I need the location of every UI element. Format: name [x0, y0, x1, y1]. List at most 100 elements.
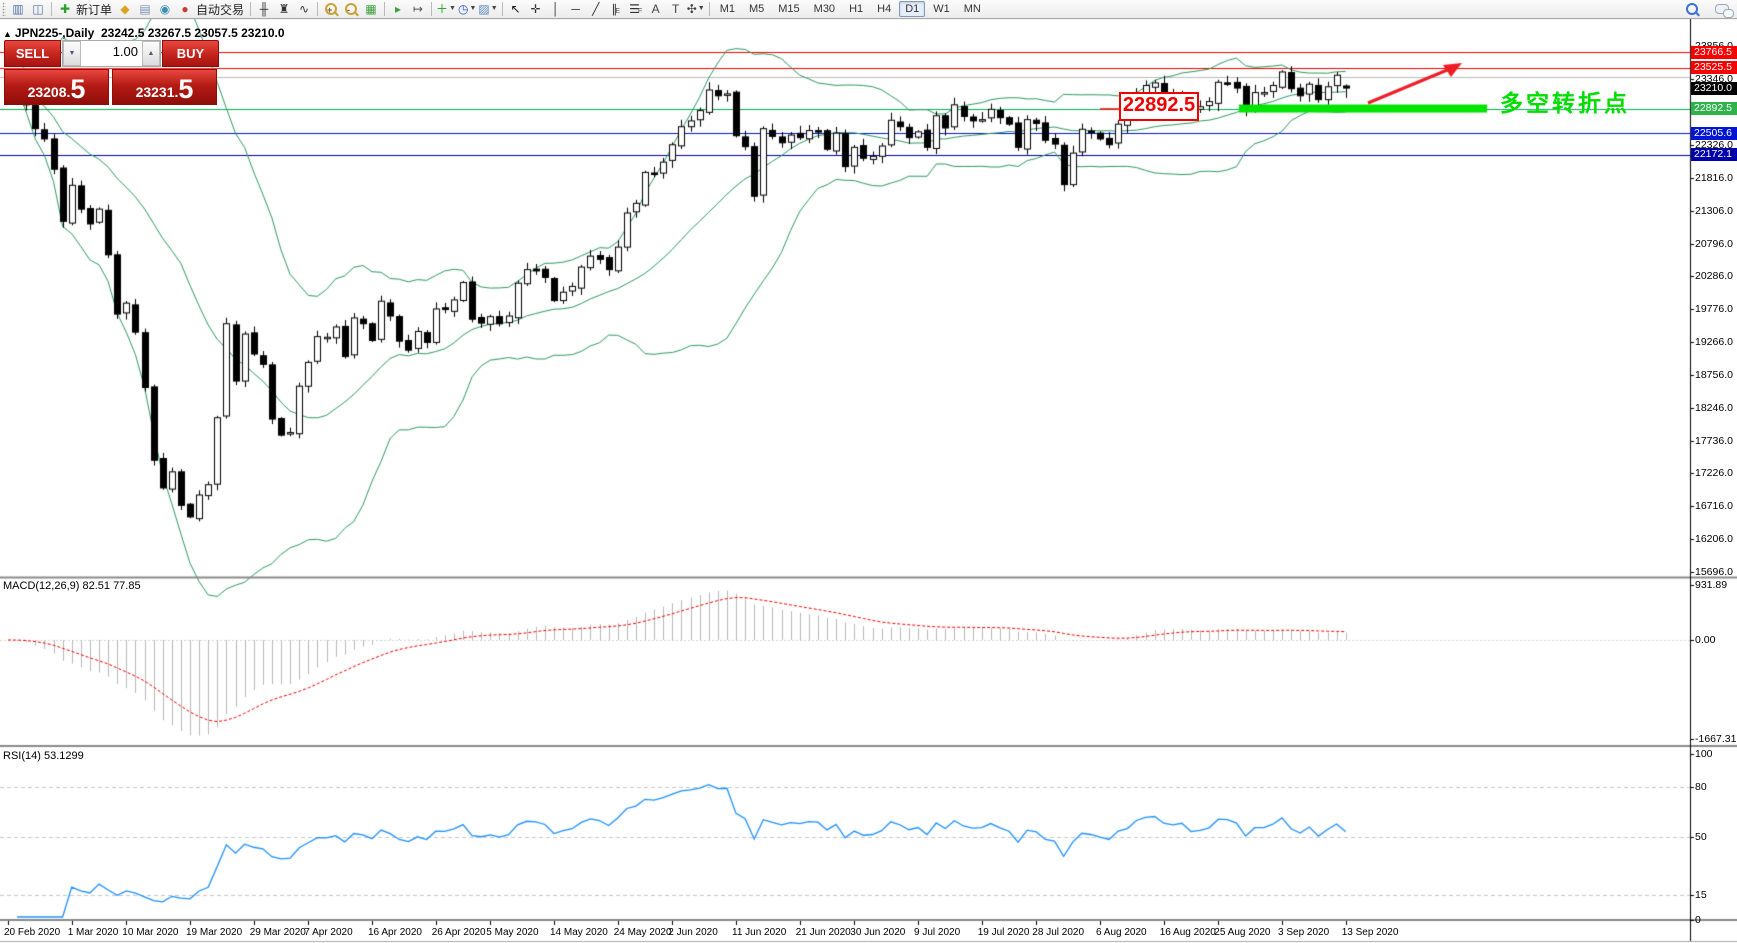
- timeframe-button-h4[interactable]: H4: [877, 3, 892, 15]
- crosshair-icon: ✛: [530, 2, 541, 16]
- date-axis-label: 3 Sep 2020: [1278, 927, 1330, 938]
- templates-icon: ▨: [478, 2, 490, 16]
- date-axis-label: 30 Jun 2020: [850, 927, 906, 938]
- date-axis-label: 13 Sep 2020: [1341, 927, 1399, 938]
- indicators-icon-dropdown[interactable]: ▼: [449, 5, 456, 12]
- timeframe-button-m5[interactable]: M5: [748, 3, 765, 15]
- terminal-icon[interactable]: ▤: [136, 1, 154, 17]
- expert-advisors-icon: ◆: [120, 2, 130, 16]
- one-click-trading-panel: SELL ▼ 1.00 ▲ BUY 23208. 5 23231. 5: [4, 40, 219, 105]
- expert-advisors-icon[interactable]: ◆: [116, 1, 134, 17]
- autotrading-icon[interactable]: ●: [176, 1, 194, 17]
- toolbar-separator: [501, 2, 503, 16]
- timeframe-button-w1[interactable]: W1: [933, 3, 950, 15]
- data-window-icon[interactable]: ◫: [29, 1, 47, 17]
- timeframe-button-h1[interactable]: H1: [849, 3, 864, 15]
- bar-chart-icon[interactable]: ╫: [255, 1, 273, 17]
- fibonacci-icon[interactable]: ☰ F: [629, 2, 643, 16]
- date-axis-label: 19 Mar 2020: [186, 927, 243, 938]
- periods-icon-dropdown[interactable]: ▼: [469, 5, 477, 12]
- indicators-icon: ＋: [436, 2, 449, 16]
- chat-icon[interactable]: [1713, 1, 1734, 18]
- timeframe-button-m1[interactable]: M1: [719, 3, 735, 15]
- chart-shift-icon[interactable]: ↦: [409, 1, 427, 17]
- buy-button[interactable]: BUY: [162, 40, 219, 67]
- terminal-icon: ▤: [139, 2, 151, 16]
- arrows-icon-dropdown[interactable]: ▼: [697, 5, 705, 12]
- new-order-label[interactable]: 新订单: [76, 2, 113, 17]
- line-chart-icon[interactable]: ∿: [295, 1, 313, 17]
- cursor-icon[interactable]: ↖: [507, 1, 525, 17]
- date-axis-label: 28 Jul 2020: [1032, 927, 1085, 938]
- new-order-icon[interactable]: ✚: [56, 1, 74, 17]
- autotrading-icon: ●: [181, 2, 189, 16]
- price-axis-tick: 21816.0: [1695, 171, 1733, 184]
- templates-icon-dropdown[interactable]: ▼: [490, 5, 498, 12]
- indicators-icon[interactable]: ＋ ▼: [436, 1, 456, 17]
- auto-scroll-icon: ▸: [395, 2, 402, 16]
- horizontal-line-icon[interactable]: ─: [567, 1, 585, 17]
- chart-title-marker-icon: ▲: [3, 29, 12, 39]
- date-axis-label: 6 Aug 2020: [1096, 927, 1147, 938]
- toolbar-separator: [384, 2, 386, 16]
- autotrading-label[interactable]: 自动交易: [196, 2, 245, 17]
- data-window-icon: ◫: [32, 2, 44, 16]
- date-axis-label: 9 Jul 2020: [914, 927, 961, 938]
- price-marker-label: 23525.5: [1691, 61, 1737, 75]
- vertical-line-icon: │: [551, 2, 560, 16]
- price-marker-label: 22505.6: [1691, 126, 1737, 140]
- price-axis-tick: 18246.0: [1695, 401, 1733, 414]
- chart-title: ▲ JPN225-,Daily 23242.5 23267.5 23057.5 2…: [3, 26, 285, 40]
- date-axis-label: 14 May 2020: [550, 927, 608, 938]
- candlestick-chart-icon[interactable]: ♜: [275, 1, 293, 17]
- sell-button[interactable]: SELL: [4, 40, 61, 67]
- timeframe-button-d1[interactable]: D1: [899, 1, 926, 17]
- text-label-icon[interactable]: T: [667, 1, 685, 17]
- macd-values: 82.51 77.85: [82, 580, 141, 592]
- periods-icon[interactable]: ◷ ▼: [458, 1, 476, 17]
- volume-down-button[interactable]: ▼: [63, 41, 81, 66]
- market-watch-icon[interactable]: ▥: [9, 1, 27, 17]
- volume-input[interactable]: 1.00: [112, 44, 138, 59]
- rsi-indicator-label: RSI(14) 53.1299: [3, 750, 84, 762]
- equidistant-channel-icon[interactable]: ∥ E: [611, 2, 621, 16]
- zoom-out-icon[interactable]: -: [342, 1, 360, 17]
- trendline-icon[interactable]: ╱: [587, 1, 605, 17]
- date-axis-label: 2 Jun 2020: [668, 927, 718, 938]
- crosshair-icon[interactable]: ✛: [527, 1, 545, 17]
- date-axis-label: 25 Aug 2020: [1214, 927, 1271, 938]
- toolbar-separator: [708, 2, 710, 16]
- vertical-line-icon[interactable]: │: [547, 1, 565, 17]
- sell-price-dot: .: [66, 84, 71, 100]
- sell-price-display[interactable]: 23208. 5: [4, 69, 109, 105]
- search-icon[interactable]: [1683, 1, 1701, 17]
- zoom-in-icon[interactable]: +: [322, 1, 340, 17]
- volume-up-button[interactable]: ▲: [142, 41, 160, 66]
- price-axis-tick: 19266.0: [1695, 336, 1733, 349]
- toolbar-separator: [317, 2, 319, 16]
- equidistant-channel-icon: ∥: [611, 2, 618, 16]
- periods-icon: ◷: [457, 2, 469, 16]
- horizontal-line-icon: ─: [571, 2, 580, 16]
- buy-price-display[interactable]: 23231. 5: [112, 69, 217, 105]
- toolbar-separator: [51, 2, 52, 16]
- strategy-tester-icon[interactable]: ◉: [156, 1, 174, 17]
- timeframe-button-m15[interactable]: M15: [778, 3, 800, 15]
- main-toolbar: ▥ ◫ ✚ 新订单 ◆ ▤ ◉ ● 自动交易 ╫ ♜ ∿ + - ▦ ▸ ↦ ＋ ▼ ◷ ▼ ▨ ▼ ↖ ✛ │ ─ ╱ ∥ E ☰ F A T ✣…: [0, 0, 1737, 19]
- auto-scroll-icon[interactable]: ▸: [389, 1, 407, 17]
- search-icon: [1686, 3, 1698, 15]
- timeframe-button-m30[interactable]: M30: [813, 3, 836, 15]
- arrows-icon[interactable]: ✣ ▼: [687, 1, 705, 17]
- templates-icon[interactable]: ▨ ▼: [478, 1, 497, 17]
- date-axis-label: 24 May 2020: [613, 927, 672, 938]
- turning-point-annotation[interactable]: 多空转折点: [1500, 90, 1630, 116]
- price-marker-label: 22892.5: [1691, 102, 1737, 116]
- timeframe-button-mn[interactable]: MN: [963, 3, 981, 15]
- text-icon[interactable]: A: [647, 1, 665, 17]
- tile-windows-icon[interactable]: ▦: [362, 1, 380, 17]
- support-price-annotation[interactable]: 22892.5: [1119, 92, 1199, 121]
- toolbar-drag-handle[interactable]: [2, 2, 6, 16]
- strategy-tester-icon: ◉: [159, 2, 171, 16]
- buy-price-main: 23231: [135, 84, 175, 100]
